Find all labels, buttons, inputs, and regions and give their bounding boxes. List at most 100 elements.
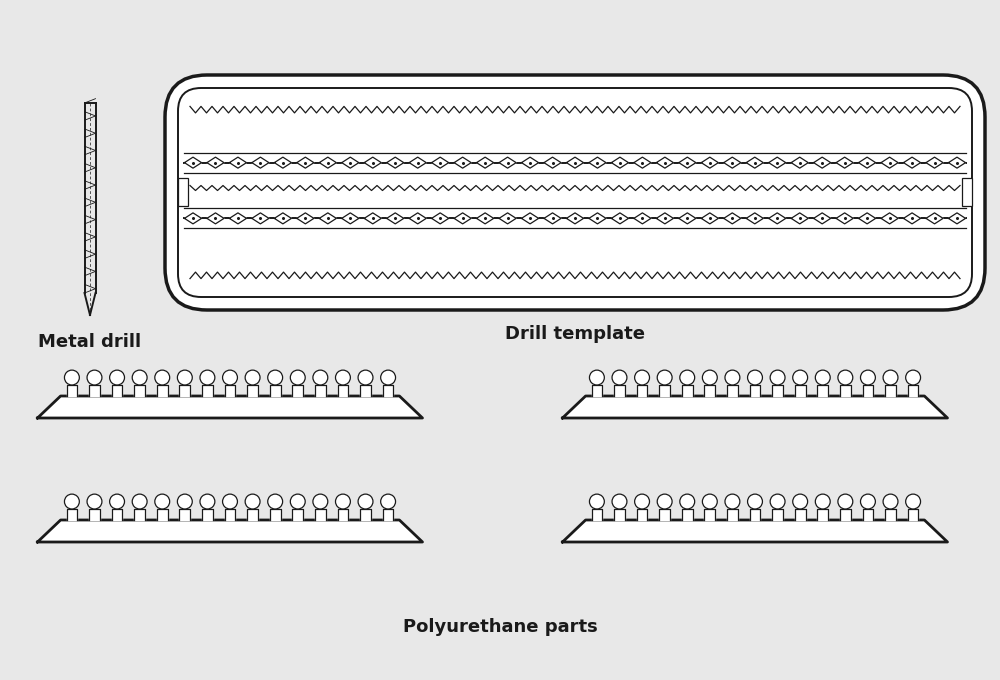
Polygon shape: [817, 385, 828, 396]
Circle shape: [793, 494, 808, 509]
Polygon shape: [134, 509, 145, 520]
Circle shape: [245, 370, 260, 385]
Circle shape: [358, 370, 373, 385]
Polygon shape: [611, 157, 628, 168]
Polygon shape: [727, 385, 738, 396]
Text: Metal drill: Metal drill: [38, 333, 142, 351]
Polygon shape: [566, 213, 584, 224]
Polygon shape: [659, 509, 670, 520]
Circle shape: [381, 494, 396, 509]
Polygon shape: [225, 509, 235, 520]
Polygon shape: [315, 509, 326, 520]
Polygon shape: [364, 213, 381, 224]
Polygon shape: [342, 157, 359, 168]
Circle shape: [335, 370, 350, 385]
Polygon shape: [948, 213, 966, 224]
Polygon shape: [338, 385, 348, 396]
Polygon shape: [769, 157, 786, 168]
Polygon shape: [112, 385, 122, 396]
Polygon shape: [274, 213, 291, 224]
Polygon shape: [338, 509, 348, 520]
Polygon shape: [589, 213, 606, 224]
Text: Polyurethane parts: Polyurethane parts: [403, 618, 597, 636]
Polygon shape: [724, 213, 741, 224]
Polygon shape: [202, 509, 213, 520]
Circle shape: [64, 494, 79, 509]
Polygon shape: [840, 509, 851, 520]
Circle shape: [725, 494, 740, 509]
Polygon shape: [562, 520, 948, 542]
Polygon shape: [750, 509, 760, 520]
Polygon shape: [859, 157, 876, 168]
Circle shape: [200, 370, 215, 385]
Circle shape: [335, 494, 350, 509]
Polygon shape: [247, 385, 258, 396]
Circle shape: [612, 494, 627, 509]
Circle shape: [815, 494, 830, 509]
Polygon shape: [112, 509, 122, 520]
Polygon shape: [772, 385, 783, 396]
Circle shape: [132, 494, 147, 509]
Polygon shape: [37, 396, 422, 418]
Polygon shape: [791, 213, 808, 224]
Polygon shape: [885, 385, 896, 396]
Polygon shape: [614, 385, 625, 396]
Circle shape: [245, 494, 260, 509]
Polygon shape: [67, 385, 77, 396]
Polygon shape: [252, 157, 269, 168]
Polygon shape: [863, 509, 873, 520]
Circle shape: [657, 370, 672, 385]
Polygon shape: [840, 385, 851, 396]
Circle shape: [838, 370, 853, 385]
Polygon shape: [750, 385, 760, 396]
Polygon shape: [614, 509, 625, 520]
Circle shape: [815, 370, 830, 385]
Circle shape: [64, 370, 79, 385]
Polygon shape: [89, 509, 100, 520]
Polygon shape: [544, 157, 561, 168]
Polygon shape: [522, 157, 539, 168]
Circle shape: [223, 370, 237, 385]
Circle shape: [155, 370, 170, 385]
Circle shape: [290, 494, 305, 509]
Polygon shape: [814, 213, 831, 224]
Text: Drill template: Drill template: [505, 325, 645, 343]
Polygon shape: [89, 385, 100, 396]
Polygon shape: [863, 385, 873, 396]
Polygon shape: [704, 509, 715, 520]
Circle shape: [268, 494, 283, 509]
Polygon shape: [656, 213, 673, 224]
Circle shape: [680, 494, 695, 509]
Polygon shape: [383, 509, 393, 520]
Circle shape: [702, 370, 717, 385]
Circle shape: [657, 494, 672, 509]
Polygon shape: [836, 213, 853, 224]
Circle shape: [381, 370, 396, 385]
Polygon shape: [814, 157, 831, 168]
Circle shape: [748, 494, 762, 509]
Polygon shape: [409, 157, 426, 168]
Polygon shape: [659, 385, 670, 396]
Circle shape: [838, 494, 853, 509]
Circle shape: [313, 370, 328, 385]
Polygon shape: [772, 509, 783, 520]
Polygon shape: [383, 385, 393, 396]
Circle shape: [268, 370, 283, 385]
Polygon shape: [701, 213, 718, 224]
Circle shape: [883, 370, 898, 385]
Bar: [962, 178, 972, 207]
Polygon shape: [701, 157, 718, 168]
Polygon shape: [926, 213, 943, 224]
Polygon shape: [252, 213, 269, 224]
Polygon shape: [274, 157, 291, 168]
Polygon shape: [904, 157, 921, 168]
Polygon shape: [592, 385, 602, 396]
Circle shape: [770, 370, 785, 385]
Polygon shape: [270, 385, 281, 396]
Polygon shape: [297, 157, 314, 168]
Circle shape: [155, 494, 170, 509]
Circle shape: [860, 494, 875, 509]
Polygon shape: [342, 213, 359, 224]
Polygon shape: [885, 509, 896, 520]
Polygon shape: [157, 385, 168, 396]
